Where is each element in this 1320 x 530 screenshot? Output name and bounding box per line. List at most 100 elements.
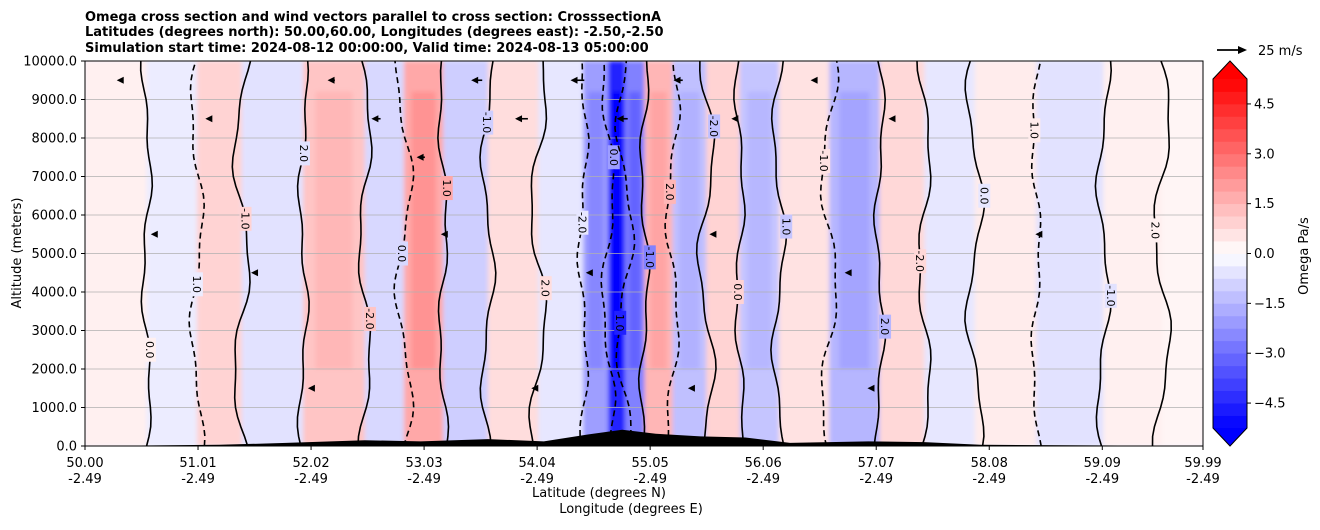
colorbar-level <box>1213 141 1247 155</box>
contour-label-bg <box>481 110 494 135</box>
omega-core <box>747 91 772 370</box>
omega-core <box>315 91 353 370</box>
contour-label-bg <box>1149 218 1162 243</box>
x-tick-label-longitude: -2.49 <box>407 472 441 487</box>
x-tick-label-latitude: 55.05 <box>632 456 669 471</box>
contour-label: 1.0 <box>613 314 626 332</box>
colorbar-level <box>1213 241 1247 254</box>
wind-vector-head <box>150 230 158 238</box>
colorbar-level <box>1213 91 1247 105</box>
omega-contour-line <box>576 61 590 446</box>
colorbar-level <box>1213 353 1247 367</box>
colorbar-level <box>1213 116 1247 130</box>
x-tick-label-longitude: -2.49 <box>520 472 554 487</box>
x-tick-label-longitude: -2.49 <box>746 472 780 487</box>
chart-title-line-2: Latitudes (degrees north): 50.00,60.00, … <box>85 25 664 40</box>
wind-vector-head <box>616 115 624 123</box>
x-tick-label-latitude: 50.00 <box>66 456 103 471</box>
colorbar-tick-label: −3.0 <box>1254 347 1286 362</box>
wind-vector-head <box>687 384 695 392</box>
contour-label: -2.0 <box>363 308 376 329</box>
colorbar-level <box>1213 178 1247 192</box>
x-tick-label-latitude: 59.09 <box>1084 456 1121 471</box>
colorbar-extend-min <box>1213 428 1247 446</box>
colorbar-tick-label: 4.5 <box>1254 97 1275 112</box>
omega-contour-line <box>1094 61 1113 446</box>
omega-contour-line <box>770 61 788 446</box>
x-tick-label-latitude: 58.08 <box>971 456 1008 471</box>
y-tick-label: 10000.0 <box>23 55 77 70</box>
x-tick-label-latitude: 51.01 <box>179 456 216 471</box>
contour-label-bg <box>1028 118 1041 143</box>
contour-label: 1.0 <box>190 276 203 294</box>
wind-vector-head <box>371 115 379 123</box>
colorbar-level <box>1213 378 1247 392</box>
omega-contour-line <box>614 61 636 446</box>
contour-label: 1.0 <box>1027 122 1040 140</box>
x-tick-label-longitude: -2.49 <box>1085 472 1119 487</box>
y-axis-label: Altitude (meters) <box>10 198 25 309</box>
x-tick-label-longitude: -2.49 <box>1186 472 1220 487</box>
colorbar-level <box>1213 315 1247 329</box>
quiver-key-label: 25 m/s <box>1258 44 1303 59</box>
wind-vector-head <box>1035 230 1043 238</box>
contour-label-bg <box>297 141 310 166</box>
x-tick-label-latitude: 52.02 <box>292 456 329 471</box>
contour-label: 1.0 <box>440 179 453 197</box>
x-tick-label-latitude: 53.03 <box>405 456 442 471</box>
colorbar: 4.5 3.0 1.5 0.0 −1.5 −3.0 −4.5 <box>1212 60 1286 447</box>
wind-vector-head <box>251 269 259 277</box>
colorbar-level <box>1213 103 1247 117</box>
omega-core <box>588 91 604 370</box>
x-tick-label-longitude: -2.49 <box>633 472 667 487</box>
omega-core <box>679 91 700 370</box>
y-tick-label: 2000.0 <box>32 363 78 378</box>
contour-label: 0.0 <box>607 149 620 167</box>
colorbar-level <box>1213 203 1247 217</box>
wind-vector-head <box>205 115 213 123</box>
wind-vector-head <box>709 230 717 238</box>
contour-label: 0.0 <box>731 283 744 301</box>
contour-label-bg <box>239 206 252 231</box>
colorbar-tick-label: 0.0 <box>1254 247 1275 262</box>
contour-label-bg <box>363 306 376 331</box>
contour-label-bg <box>879 314 892 339</box>
colorbar-outline <box>1212 60 1248 447</box>
contour-label-bg <box>1104 283 1117 308</box>
colorbar-level <box>1213 79 1247 92</box>
colorbar-extend-max <box>1213 61 1247 79</box>
omega-contour-line <box>231 61 252 446</box>
contour-label-bg <box>731 280 744 304</box>
contour-label-bg <box>143 337 156 362</box>
omega-contour-line <box>357 61 373 446</box>
contour-label: -2.0 <box>575 212 588 233</box>
contour-label-bg <box>780 214 793 239</box>
wind-vector-head <box>471 76 479 84</box>
omega-contour-line <box>393 61 415 446</box>
quiver-key: 25 m/s <box>1217 44 1303 59</box>
wind-vector-head <box>570 76 578 84</box>
contour-label-bg <box>190 272 203 297</box>
x-tick-label-latitude: 56.06 <box>745 456 782 471</box>
colorbar-level <box>1213 390 1247 404</box>
terrain-silhouette <box>85 429 1203 446</box>
wind-vector-head <box>515 115 523 123</box>
wind-vector-head <box>844 269 852 277</box>
colorbar-level <box>1213 128 1247 142</box>
x-tick-label-latitude: 59.99 <box>1184 456 1221 471</box>
colorbar-level <box>1213 340 1247 354</box>
colorbar-tick-label: 1.5 <box>1254 197 1275 212</box>
contour-label: 0.0 <box>395 245 408 263</box>
contour-label: -1.0 <box>239 208 252 229</box>
contour-label: 2.0 <box>663 183 676 201</box>
contour-label: 2.0 <box>1149 222 1162 240</box>
colorbar-level <box>1213 228 1247 242</box>
x-axis-label-longitude: Longitude (degrees E) <box>559 502 703 517</box>
contour-label: 2.0 <box>297 145 310 163</box>
omega-contour-line <box>600 61 617 446</box>
x-tick-label-longitude: -2.49 <box>181 472 215 487</box>
omega-core <box>628 91 641 370</box>
contour-label: -2.0 <box>707 116 720 137</box>
x-tick-label-latitude: 57.07 <box>858 456 895 471</box>
